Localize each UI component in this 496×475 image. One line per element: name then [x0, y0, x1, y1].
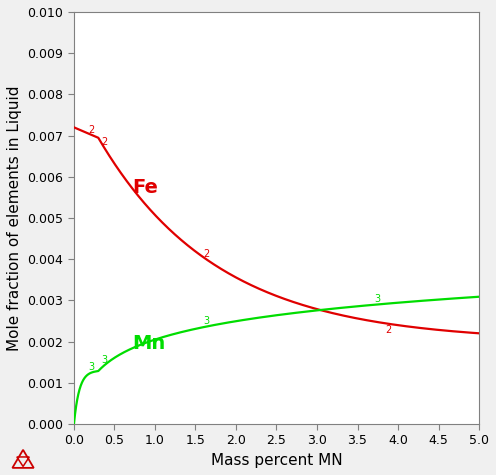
- Text: Fe: Fe: [132, 178, 158, 197]
- Y-axis label: Mole fraction of elements in Liquid: Mole fraction of elements in Liquid: [7, 86, 22, 351]
- Text: 2: 2: [385, 325, 391, 335]
- Text: 2: 2: [89, 125, 95, 135]
- Text: 3: 3: [203, 316, 209, 326]
- Text: 3: 3: [101, 355, 107, 365]
- Text: 3: 3: [374, 294, 381, 304]
- X-axis label: Mass percent MN: Mass percent MN: [211, 453, 342, 468]
- Text: 3: 3: [89, 362, 95, 372]
- Text: 2: 2: [101, 137, 107, 147]
- Text: Mn: Mn: [132, 334, 166, 353]
- Text: 2: 2: [203, 249, 209, 259]
